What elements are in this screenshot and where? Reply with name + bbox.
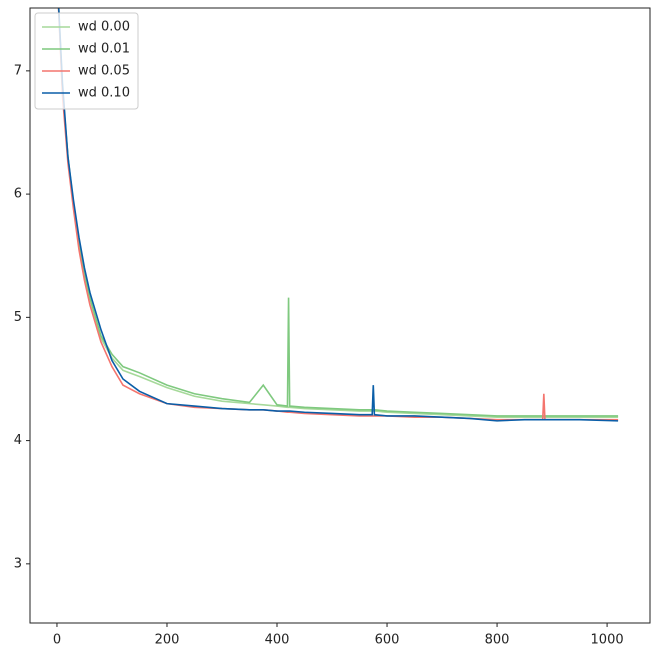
y-tick-label: 5 [14, 310, 22, 325]
y-tick-label: 4 [14, 433, 22, 448]
x-tick-label: 600 [375, 633, 400, 648]
legend-label: wd 0.10 [78, 86, 130, 101]
plot-frame [29, 7, 651, 624]
x-tick-label: 1000 [591, 633, 624, 648]
series-line [57, 8, 619, 418]
y-tick-label: 3 [14, 556, 22, 571]
y-tick-label: 6 [14, 187, 22, 202]
legend-label: wd 0.05 [78, 64, 130, 79]
x-tick-label: 800 [485, 633, 510, 648]
series-line [57, 8, 619, 422]
y-tick-label: 7 [14, 63, 22, 78]
legend-box [34, 12, 139, 110]
series-line [57, 8, 619, 421]
x-tick-label: 0 [53, 633, 61, 648]
x-tick-label: 400 [265, 633, 290, 648]
plot-lines [57, 8, 619, 422]
x-tick-label: 200 [155, 633, 180, 648]
series-line [57, 8, 619, 417]
legend-label: wd 0.01 [78, 42, 130, 57]
legend-label: wd 0.00 [78, 20, 130, 35]
